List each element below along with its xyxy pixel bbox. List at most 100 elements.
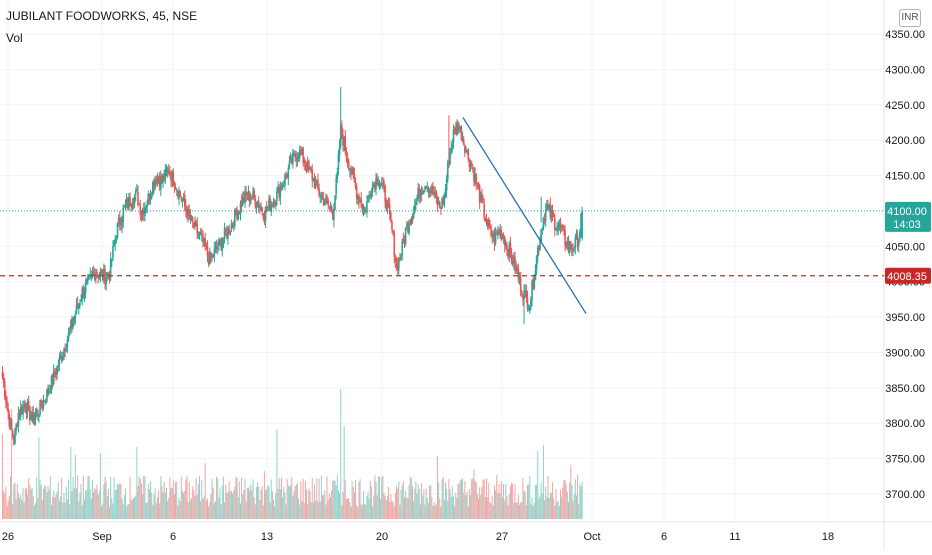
candle [301, 147, 303, 156]
candle-body [142, 209, 145, 215]
candle-body [421, 192, 424, 194]
candle [222, 237, 225, 249]
volume-bar [202, 498, 204, 519]
volume-bar [336, 475, 338, 519]
volume-bar [580, 486, 582, 519]
candle [72, 316, 74, 330]
candle-body [96, 272, 98, 275]
candle [214, 241, 217, 254]
candle-body [346, 156, 349, 162]
candle-body [534, 270, 537, 280]
volume-bar [286, 479, 288, 519]
candle-body [276, 190, 278, 201]
candle [516, 264, 519, 275]
candle [446, 159, 449, 183]
volume-bar [145, 502, 147, 519]
volume-bar [57, 482, 59, 519]
candle [462, 135, 465, 146]
candle [431, 183, 433, 196]
volume-bar [131, 500, 133, 519]
candle [402, 232, 405, 244]
candle-body [296, 157, 299, 161]
candle-body [558, 223, 561, 228]
candle [439, 200, 441, 210]
volume-bar [561, 496, 563, 519]
candle [31, 406, 33, 423]
volume-bar [224, 502, 226, 519]
candle-body [279, 187, 282, 198]
volume-bar [374, 475, 376, 519]
candle-body [132, 204, 135, 206]
candle [349, 167, 351, 178]
volume-bar [62, 502, 64, 519]
candle [454, 122, 457, 136]
volume-bar [242, 494, 244, 519]
volume-bar [127, 504, 129, 519]
candle [33, 412, 36, 426]
volume-bar [505, 483, 507, 519]
currency-badge[interactable]: INR [899, 9, 921, 27]
candle-body [119, 217, 121, 225]
volume-bar [180, 476, 182, 519]
time-axis-labels: 26 Sep 6 13 20 27 Oct 6 11 18 [2, 531, 834, 543]
volume-bar [410, 478, 412, 519]
time-tick-label: 20 [376, 531, 388, 543]
candle [426, 181, 429, 193]
volume-bar [17, 493, 19, 519]
candle-body [220, 238, 222, 249]
candle [326, 194, 328, 204]
volume-bar [310, 502, 312, 519]
volume-bar [32, 496, 34, 519]
volume-bar [459, 479, 461, 519]
candle-body [323, 202, 326, 204]
candle-body [207, 257, 210, 265]
candle [57, 359, 60, 373]
candle [294, 150, 296, 162]
candle [10, 417, 13, 431]
candle [287, 164, 290, 186]
candle-body [264, 206, 267, 221]
volume-bar [327, 499, 329, 519]
candle-body [544, 209, 547, 221]
candle [188, 204, 191, 220]
candle [52, 364, 55, 386]
candle [437, 196, 440, 206]
candle [552, 210, 555, 218]
candle-body [355, 186, 358, 199]
candle-body [226, 232, 228, 238]
candle-body [158, 178, 161, 188]
volume-bar [368, 498, 370, 519]
candle-body [362, 207, 365, 212]
volume-bar [367, 491, 369, 519]
volume-bar [23, 502, 25, 519]
volume-bar [413, 500, 415, 519]
candle-body [104, 269, 106, 283]
candle-body [27, 401, 30, 405]
volume-bar [344, 480, 346, 519]
candle [451, 139, 454, 153]
candle-body [252, 191, 254, 196]
candle [243, 190, 245, 204]
candle-body [182, 196, 185, 200]
volume-bar [529, 476, 531, 519]
volume-bar [308, 488, 310, 519]
volume-bar [185, 479, 187, 519]
candle [400, 253, 402, 261]
candle-body [222, 238, 225, 243]
candle-body [518, 275, 521, 281]
candle-body [256, 202, 259, 207]
candle-body [563, 228, 565, 232]
candle [124, 199, 127, 211]
volume-bar [45, 486, 47, 519]
candle [369, 190, 372, 200]
candle-body [502, 234, 505, 238]
candle-body [191, 217, 194, 222]
volume-bar [337, 490, 339, 519]
candle [557, 220, 560, 236]
volume-bar [482, 479, 484, 519]
candle [14, 427, 16, 445]
candle-body [564, 230, 566, 245]
